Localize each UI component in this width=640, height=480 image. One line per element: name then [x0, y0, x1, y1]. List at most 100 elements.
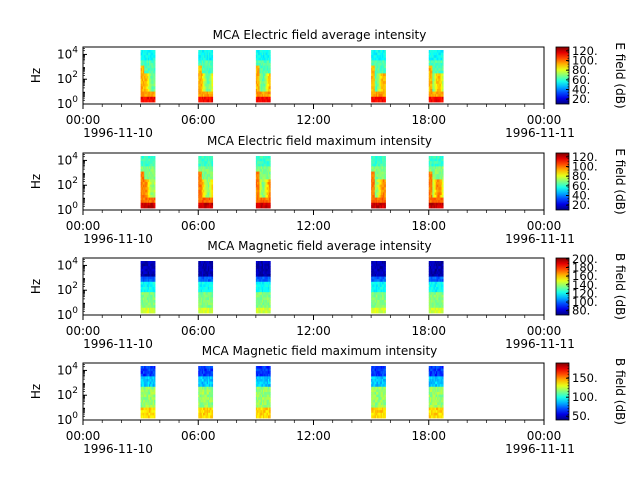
heatmap-cell [428, 197, 431, 201]
heatmap-cell [433, 91, 436, 95]
heatmap-cell [153, 389, 156, 393]
heatmap-cell [199, 156, 202, 159]
heatmap-cell [434, 281, 437, 285]
heatmap-cell [371, 399, 373, 403]
heatmap-cell [151, 89, 154, 92]
heatmap-cell [264, 76, 266, 79]
heatmap-cell [140, 91, 143, 95]
heatmap-cell [257, 407, 259, 411]
heatmap-cell [210, 197, 212, 201]
panel-title: MCA Electric field average intensity [213, 28, 427, 42]
heatmap-cell [431, 200, 433, 204]
heatmap-cell [204, 371, 206, 375]
heatmap-cell [207, 405, 210, 408]
heatmap-cell [151, 78, 154, 82]
heatmap-cell [383, 407, 385, 411]
heatmap-cell [200, 307, 203, 311]
heatmap-cell [380, 65, 383, 69]
heatmap-cell [209, 179, 211, 183]
heatmap-cell [203, 379, 205, 382]
heatmap-cell [439, 371, 442, 375]
heatmap-cell [205, 50, 208, 53]
heatmap-cell [260, 57, 263, 61]
heatmap-cell [381, 261, 384, 264]
heatmap-cell [438, 50, 440, 53]
heatmap-cell [209, 63, 211, 66]
y-axis-label: Hz [29, 174, 43, 189]
heatmap-cell [373, 187, 376, 191]
heatmap-cell [261, 195, 264, 198]
heatmap-cell [203, 91, 205, 95]
heatmap-cell [141, 171, 144, 175]
heatmap-cell [265, 402, 268, 406]
heatmap-cell [140, 292, 143, 296]
heatmap-cell [144, 166, 146, 170]
heatmap-cell [372, 289, 374, 293]
heatmap-cell [373, 373, 376, 377]
heatmap-cell [383, 287, 385, 290]
heatmap-cell [432, 86, 434, 90]
heatmap-cell [141, 261, 144, 264]
heatmap-cell [143, 397, 145, 401]
heatmap-cell [440, 174, 443, 178]
heatmap-cell [145, 305, 148, 309]
heatmap-cell [433, 65, 436, 69]
heatmap-cell [432, 274, 434, 277]
heatmap-cell [384, 78, 386, 82]
heatmap-cell [152, 184, 155, 188]
heatmap-cell [438, 65, 440, 69]
heatmap-cell [379, 386, 382, 390]
heatmap-cell [266, 94, 269, 98]
heatmap-cell [209, 161, 211, 165]
heatmap-cell [260, 189, 263, 193]
heatmap-cell [149, 399, 151, 403]
heatmap-cell [384, 394, 386, 398]
heatmap-cell [371, 300, 373, 303]
heatmap-cell [431, 65, 433, 69]
heatmap-cell [374, 89, 377, 92]
heatmap-cell [434, 179, 437, 183]
heatmap-cell [383, 179, 385, 183]
heatmap-cell [267, 266, 270, 270]
heatmap-cell [146, 184, 149, 188]
heatmap-cell [380, 386, 383, 390]
heatmap-cell [439, 279, 442, 283]
heatmap-cell [379, 276, 382, 280]
heatmap-cell [441, 274, 444, 277]
heatmap-cell [206, 76, 209, 79]
heatmap-cell [440, 81, 443, 85]
heatmap-cell [140, 402, 143, 406]
heatmap-cell [379, 158, 382, 162]
heatmap-cell [145, 407, 148, 411]
heatmap-cell [380, 266, 383, 270]
heatmap-cell [260, 292, 263, 296]
heatmap-cell [377, 70, 379, 74]
heatmap-cell [143, 89, 145, 92]
heatmap-cell [378, 187, 380, 191]
heatmap-cell [144, 384, 146, 388]
heatmap-cell [428, 200, 431, 204]
heatmap-cell [149, 169, 151, 172]
heatmap-cell [431, 94, 433, 98]
colorbar-tick-label: 100. [572, 54, 598, 68]
heatmap-cell [383, 415, 385, 419]
heatmap-cell [260, 68, 263, 72]
heatmap-cell [140, 399, 143, 403]
heatmap-cell [267, 182, 270, 185]
heatmap-cell [432, 55, 434, 59]
heatmap-cell [378, 268, 380, 272]
heatmap-cell [378, 200, 380, 204]
heatmap-cell [428, 156, 431, 159]
heatmap-cell [381, 402, 384, 406]
heatmap-cell [210, 381, 212, 385]
heatmap-cell [371, 70, 373, 74]
heatmap-cell [377, 205, 379, 209]
heatmap-cell [149, 384, 151, 388]
heatmap-cell [199, 161, 202, 165]
heatmap-cell [269, 83, 271, 87]
heatmap-cell [199, 197, 202, 201]
heatmap-cell [259, 402, 262, 406]
heatmap-cell [207, 94, 210, 98]
heatmap-cell [267, 289, 270, 293]
heatmap-cell [428, 91, 431, 95]
